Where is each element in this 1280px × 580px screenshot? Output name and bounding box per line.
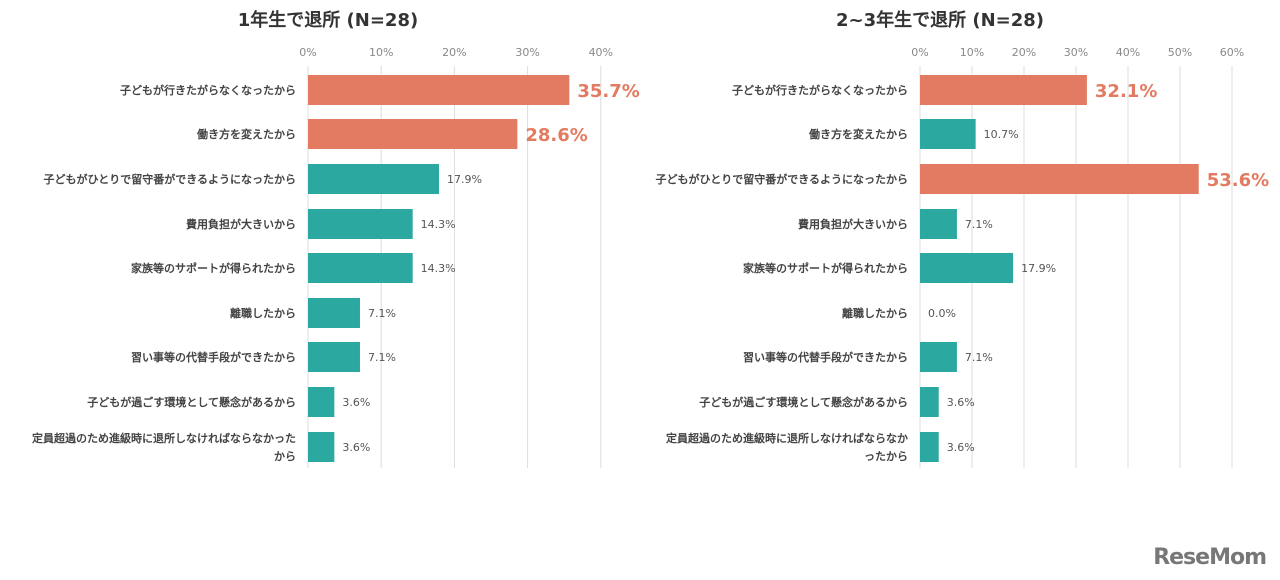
category-label: 費用負担が大きいから [797, 217, 908, 231]
data-label: 3.6% [342, 396, 370, 409]
data-label: 10.7% [984, 128, 1019, 141]
chart-title: 1年生で退所 (N=28) [238, 9, 418, 31]
bar [920, 432, 939, 462]
data-label: 3.6% [947, 441, 975, 454]
data-label: 17.9% [447, 173, 482, 186]
data-label: 17.9% [1021, 262, 1056, 275]
data-label: 28.6% [525, 125, 587, 146]
category-label: 働き方を変えたから [808, 127, 908, 141]
x-tick-label: 20% [1012, 46, 1036, 59]
x-tick-label: 40% [589, 46, 613, 59]
bar [920, 387, 939, 417]
category-label: 離職したから [230, 306, 296, 320]
x-tick-label: 10% [960, 46, 984, 59]
x-tick-label: 40% [1116, 46, 1140, 59]
chart-title: 2~3年生で退所 (N=28) [836, 9, 1044, 31]
x-tick-label: 0% [299, 46, 316, 59]
data-label: 3.6% [947, 396, 975, 409]
data-label: 53.6% [1207, 170, 1269, 191]
bar [920, 209, 957, 239]
bar [920, 253, 1014, 283]
bar [308, 342, 360, 372]
bar [308, 209, 413, 239]
bar [920, 342, 957, 372]
bar [308, 253, 413, 283]
bar [920, 164, 1199, 194]
x-tick-label: 60% [1220, 46, 1244, 59]
bar [308, 432, 335, 462]
category-label: 習い事等の代替手段ができたから [743, 350, 908, 364]
category-label: 離職したから [842, 306, 908, 320]
data-label: 14.3% [421, 218, 456, 231]
category-label: 定員超過のため進級時に退所しなければならなか [666, 431, 908, 445]
bar [308, 298, 360, 328]
x-tick-label: 30% [1064, 46, 1088, 59]
data-label: 3.6% [342, 441, 370, 454]
x-tick-label: 10% [369, 46, 393, 59]
data-label: 32.1% [1095, 81, 1157, 102]
x-tick-label: 20% [442, 46, 466, 59]
data-label: 0.0% [928, 307, 956, 320]
category-label: 働き方を変えたから [196, 127, 296, 141]
category-label: 子どもが行きたがらなくなったから [732, 83, 908, 97]
category-label: 子どもが行きたがらなくなったから [120, 83, 296, 97]
category-label: 子どもが過ごす環境として懸念があるから [87, 395, 296, 409]
data-label: 14.3% [421, 262, 456, 275]
bar [920, 119, 976, 149]
category-label: から [274, 450, 296, 463]
bar [308, 164, 440, 194]
x-tick-label: 50% [1168, 46, 1192, 59]
data-label: 7.1% [965, 218, 993, 231]
category-label: 家族等のサポートが得られたから [131, 261, 296, 275]
bar [920, 75, 1087, 105]
category-label: 子どもが過ごす環境として懸念があるから [699, 395, 908, 409]
category-label: 子どもがひとりで留守番ができるようになったから [44, 172, 296, 186]
x-tick-label: 30% [515, 46, 539, 59]
category-label: 習い事等の代替手段ができたから [131, 350, 296, 364]
bar [308, 75, 570, 105]
data-label: 35.7% [577, 81, 639, 102]
bar [308, 387, 335, 417]
category-label: ったから [864, 450, 908, 463]
x-tick-label: 0% [911, 46, 928, 59]
data-label: 7.1% [368, 351, 396, 364]
category-label: 子どもがひとりで留守番ができるようになったから [656, 172, 908, 186]
category-label: 家族等のサポートが得られたから [743, 261, 908, 275]
bar [308, 119, 518, 149]
data-label: 7.1% [368, 307, 396, 320]
data-label: 7.1% [965, 351, 993, 364]
resemom-logo: ReseMom [1153, 545, 1267, 570]
category-label: 定員超過のため進級時に退所しなければならなかった [32, 431, 296, 445]
category-label: 費用負担が大きいから [185, 217, 296, 231]
